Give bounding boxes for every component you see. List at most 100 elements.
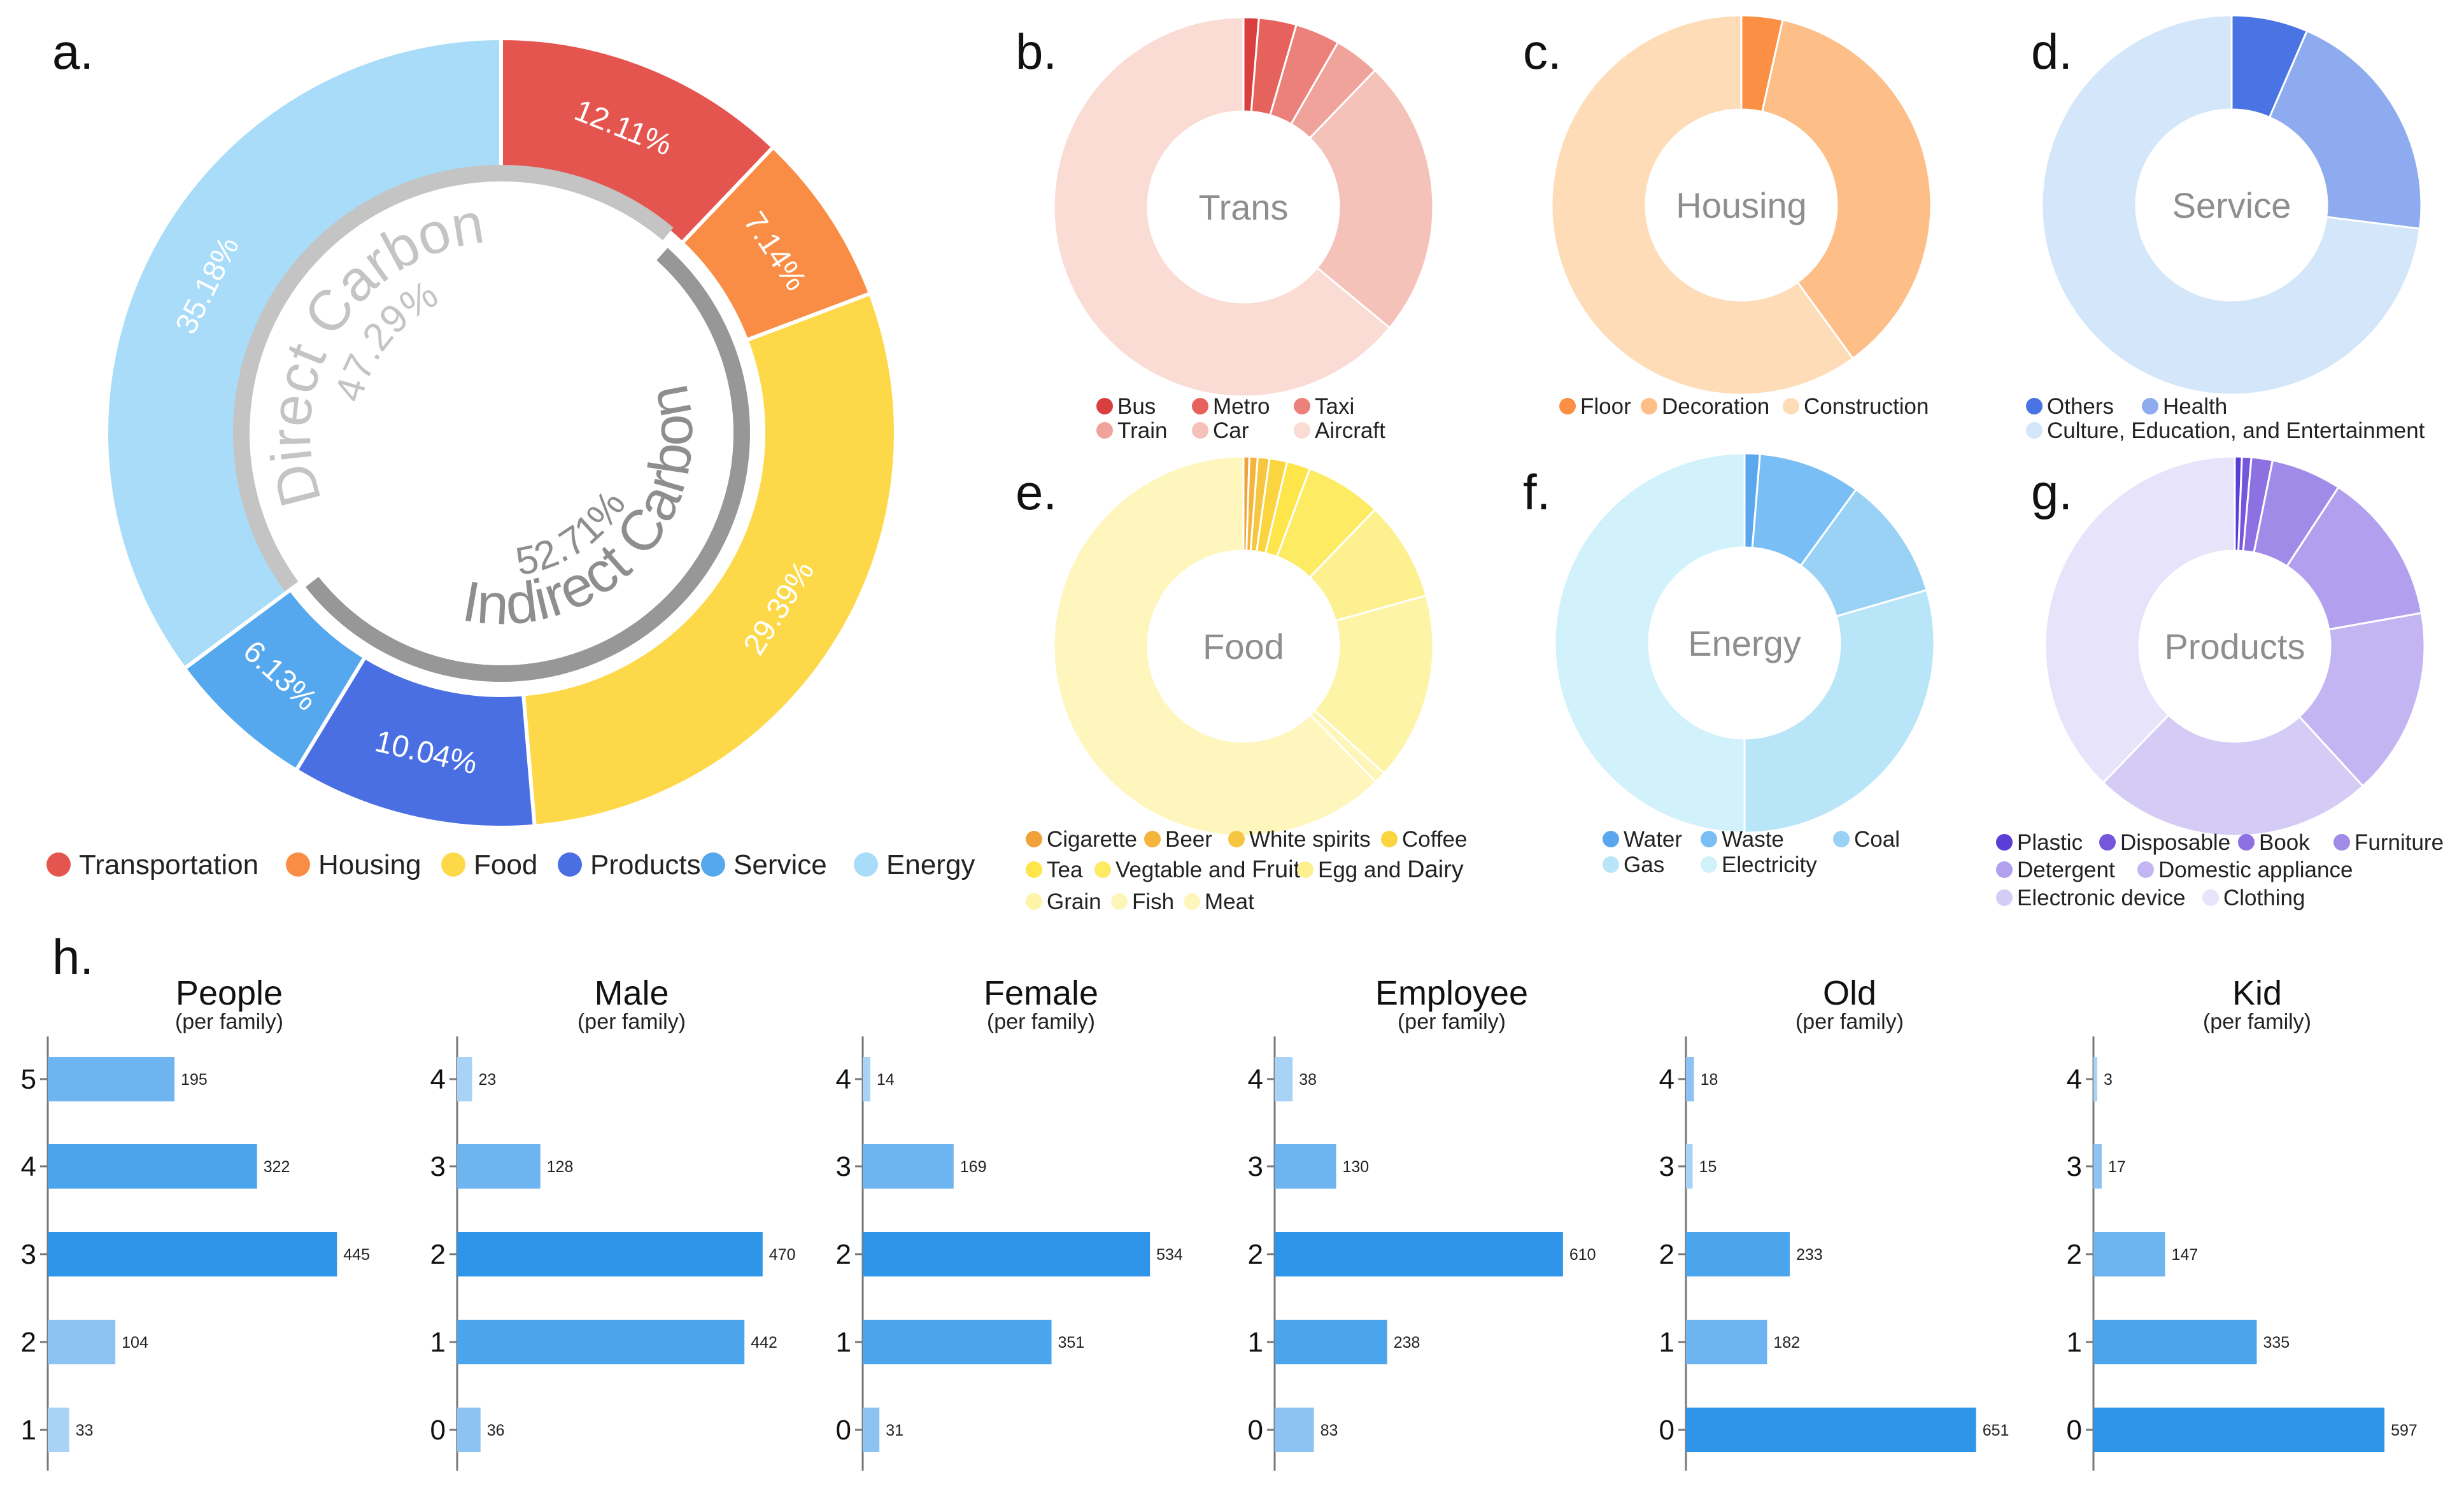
bar [457, 1232, 763, 1276]
legend-label: Gas [1624, 852, 1664, 877]
bar [1686, 1232, 1790, 1276]
legend-marker [854, 852, 878, 877]
bar-chart-subtitle: (per family) [577, 1010, 686, 1034]
bar [48, 1408, 69, 1452]
legend-marker [1096, 422, 1113, 439]
legend-marker [2142, 398, 2158, 414]
legend-label: Book [2259, 830, 2310, 855]
bar-chart-subtitle: (per family) [1398, 1010, 1506, 1034]
legend-marker [1192, 398, 1208, 414]
donut-center-label: Service [2172, 185, 2291, 225]
legend-marker [2026, 422, 2043, 439]
y-tick-label: 1 [2067, 1327, 2082, 1358]
bar-value-label: 15 [1699, 1158, 1717, 1176]
y-tick-label: 2 [1659, 1239, 1675, 1270]
y-tick-label: 0 [1248, 1415, 1263, 1446]
legend-label-energy: Energy [886, 849, 975, 880]
legend-marker [2202, 889, 2219, 906]
panel-letter-c: c. [1523, 24, 1562, 80]
donut-slice-food [521, 291, 898, 828]
legend-marker [1603, 831, 1619, 847]
legend-label: Aircraft [1315, 418, 1385, 443]
legend-marker [1783, 398, 1799, 414]
bar-chart-title: Employee [1375, 974, 1528, 1012]
legend-marker [1026, 861, 1042, 878]
legend-label: Clothing [2223, 886, 2305, 910]
panel-letter-h: h. [52, 929, 94, 985]
bar-value-label: 31 [886, 1422, 903, 1439]
bar-value-label: 36 [487, 1422, 505, 1439]
bar-value-label: 169 [960, 1158, 987, 1176]
legend-marker [1026, 831, 1042, 847]
legend-label: Vegtable and Fruit [1115, 856, 1301, 883]
legend-marker [558, 852, 582, 877]
bar-value-label: 83 [1321, 1422, 1338, 1439]
y-tick-label: 1 [21, 1415, 36, 1446]
legend-label: Decoration [1662, 394, 1769, 419]
y-tick-label: 2 [1248, 1239, 1263, 1270]
bar-value-label: 3 [2104, 1071, 2113, 1089]
donut-slice [1550, 14, 1855, 396]
donut-slice [1554, 452, 1746, 834]
bar [2093, 1144, 2102, 1189]
y-tick-label: 2 [836, 1239, 851, 1270]
bar-chart-title: Female [984, 974, 1098, 1012]
panel-letter-e: e. [1016, 464, 1057, 520]
bar [1275, 1057, 1293, 1101]
legend-label: Plastic [2017, 830, 2083, 855]
donut-slice [2041, 14, 2421, 396]
bar [457, 1408, 481, 1452]
legend-marker [1111, 893, 1128, 910]
bar [457, 1144, 541, 1189]
bar-value-label: 14 [877, 1071, 895, 1089]
bar-value-label: 597 [2391, 1422, 2418, 1439]
legend-marker [1701, 856, 1717, 873]
panel-e-food-donut: Food Cigarette Beer White spirits Coffee Tea V… [1026, 455, 1468, 914]
legend-marker [2026, 398, 2043, 414]
legend-label: Taxi [1315, 394, 1354, 419]
inner-arc-direct [233, 164, 674, 591]
legend-label: Fish [1132, 889, 1174, 914]
y-tick-label: 4 [1248, 1064, 1263, 1095]
bar-chart-title: People [176, 974, 283, 1012]
donut-slice [2102, 713, 2365, 837]
panel-letter-d: d. [2031, 24, 2072, 80]
bar-value-label: 33 [76, 1422, 94, 1439]
legend-label: Cigarette [1047, 827, 1137, 852]
y-tick-label: 3 [836, 1151, 851, 1182]
legend-marker [1996, 889, 2013, 906]
y-tick-label: 3 [1659, 1151, 1675, 1182]
legend-marker [701, 852, 725, 877]
bar-chart-title: Kid [2232, 974, 2282, 1012]
legend-marker [286, 852, 310, 877]
bar-value-label: 195 [181, 1071, 208, 1089]
bar-chart-female: Female(per family) 4 14 3 169 2 534 1 351 0 31 [836, 974, 1183, 1471]
panel-letter-f: f. [1523, 464, 1550, 520]
y-tick-label: 3 [2067, 1151, 2082, 1182]
bar [2093, 1320, 2257, 1364]
bar-value-label: 182 [1773, 1334, 1800, 1352]
y-tick-label: 4 [836, 1064, 851, 1095]
bar-value-label: 147 [2172, 1246, 2198, 1264]
y-tick-label: 0 [430, 1415, 446, 1446]
y-tick-label: 0 [836, 1415, 851, 1446]
bar [863, 1408, 880, 1452]
legend-marker [1094, 861, 1111, 878]
bar-chart-subtitle: (per family) [175, 1010, 283, 1034]
legend-marker [1144, 831, 1161, 847]
donut-slice [1743, 589, 1936, 834]
y-tick-label: 2 [430, 1239, 446, 1270]
legend-marker [1294, 422, 1310, 439]
legend-marker [1381, 831, 1398, 847]
bar-chart-kid: Kid(per family) 4 3 3 17 2 147 1 335 0 597 [2067, 974, 2418, 1471]
y-tick-label: 0 [2067, 1415, 2082, 1446]
y-tick-label: 4 [1659, 1064, 1675, 1095]
legend-label: Train [1117, 418, 1167, 443]
bar-value-label: 38 [1299, 1071, 1317, 1089]
bar-value-label: 442 [751, 1334, 777, 1352]
legend-label: Coffee [1402, 827, 1468, 852]
bar [863, 1144, 954, 1189]
y-tick-label: 4 [21, 1151, 36, 1182]
